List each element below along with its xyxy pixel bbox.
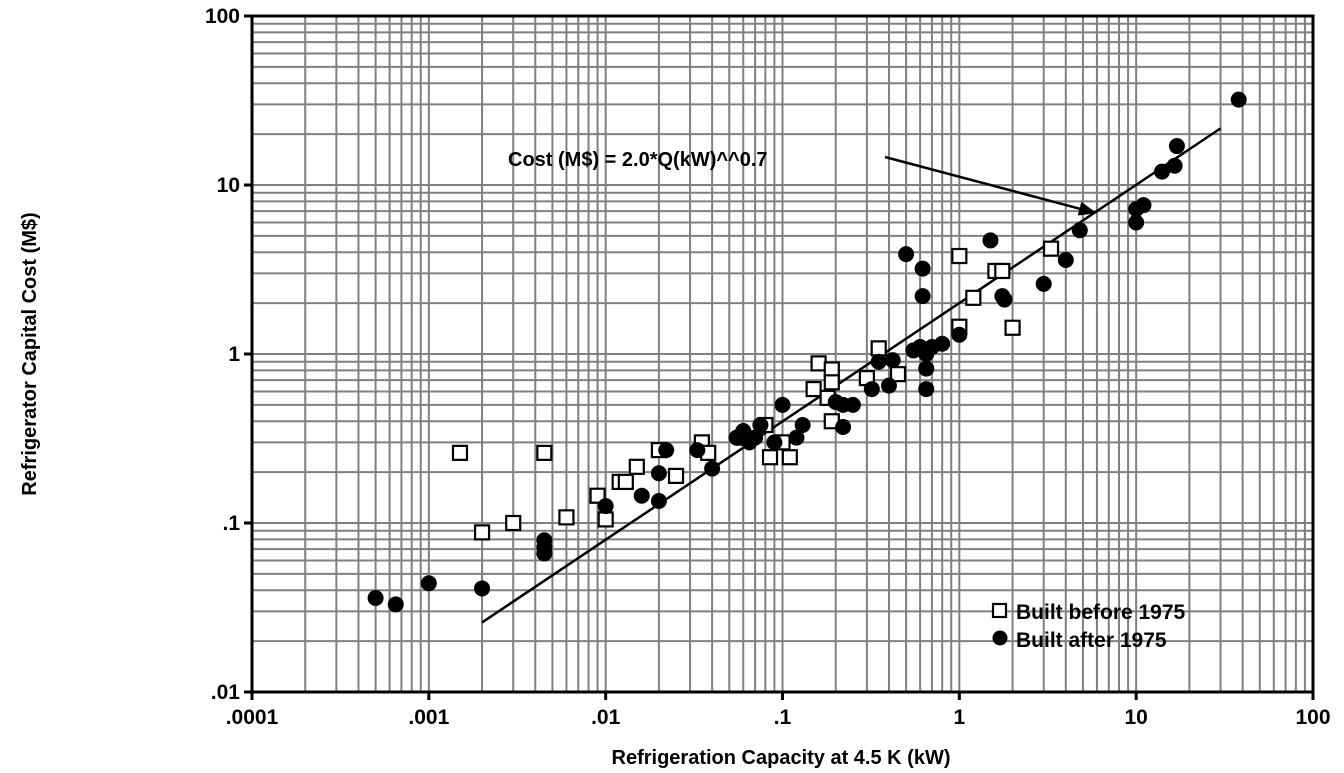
- data-point-after-1975: [1071, 222, 1088, 239]
- y-tick-label: .01: [211, 681, 241, 704]
- data-point-before-1975: [536, 444, 553, 461]
- data-point-after-1975: [774, 396, 791, 413]
- data-point-after-1975: [934, 335, 951, 352]
- x-tick-label: .0001: [226, 706, 279, 729]
- data-point-after-1975: [880, 377, 897, 394]
- data-point-before-1975: [505, 514, 522, 532]
- legend-label-before-1975: Built before 1975: [1016, 601, 1186, 624]
- arrow-head-icon: [1077, 201, 1097, 216]
- data-point-after-1975: [367, 589, 384, 606]
- data-point-after-1975: [1035, 275, 1052, 292]
- data-point-after-1975: [1230, 91, 1247, 108]
- data-point-after-1975: [982, 232, 999, 249]
- x-tick-label: .1: [774, 706, 792, 729]
- data-point-after-1975: [1168, 138, 1185, 155]
- data-point-before-1975: [889, 366, 907, 383]
- legend-square-marker: [991, 602, 1008, 619]
- fit-line-segment: [481, 127, 1222, 624]
- data-point-after-1975: [898, 246, 915, 263]
- grid: [252, 16, 1313, 692]
- data-point-after-1975: [1154, 163, 1171, 180]
- data-point-before-1975: [805, 380, 822, 398]
- x-tick-label: 100: [1295, 706, 1330, 729]
- data-point-before-1975: [589, 487, 606, 504]
- data-point-after-1975: [752, 417, 769, 434]
- data-point-after-1975: [1057, 251, 1074, 268]
- data-point-after-1975: [387, 596, 404, 613]
- data-point-after-1975: [863, 381, 880, 398]
- data-point-before-1975: [781, 449, 798, 466]
- data-point-after-1975: [794, 417, 811, 434]
- data-point-before-1975: [761, 449, 779, 466]
- data-point-after-1975: [766, 434, 783, 451]
- data-point-after-1975: [689, 442, 706, 459]
- data-point-before-1975: [965, 289, 982, 306]
- data-point-before-1975: [1004, 319, 1021, 336]
- data-point-before-1975: [810, 355, 827, 372]
- data-point-before-1975: [558, 509, 575, 526]
- y-tick-label: 100: [205, 5, 240, 28]
- data-point-after-1975: [914, 260, 931, 277]
- data-point-after-1975: [918, 360, 935, 377]
- data-point-after-1975: [420, 575, 437, 592]
- data-point-before-1975: [617, 473, 634, 491]
- data-point-after-1975: [951, 326, 968, 343]
- annotation: Cost (M$) = 2.0*Q(kW)^^0.7: [508, 149, 1097, 216]
- data-point-after-1975: [844, 396, 861, 413]
- data-point-before-1975: [628, 458, 645, 475]
- data-point-before-1975: [823, 374, 840, 391]
- data-point-after-1975: [1128, 214, 1145, 231]
- data-point-after-1975: [870, 353, 887, 370]
- y-tick-label: .1: [222, 512, 240, 535]
- fit-line: [481, 127, 1222, 624]
- data-point-after-1975: [788, 429, 805, 446]
- legend: Built before 1975 Built after 1975: [991, 601, 1186, 652]
- x-axis-title: Refrigeration Capacity at 4.5 K (kW): [612, 747, 951, 769]
- data-point-before-1975: [870, 340, 887, 357]
- data-point-after-1975: [1166, 157, 1183, 174]
- y-tick-label: 1: [228, 343, 240, 366]
- data-point-after-1975: [474, 580, 491, 597]
- x-tick-label: .001: [408, 706, 449, 729]
- data-point-before-1975: [951, 247, 968, 265]
- data-point-after-1975: [658, 442, 675, 459]
- data-point-before-1975: [451, 444, 469, 461]
- y-axis-title: Refrigerator Capital Cost (M$): [19, 212, 41, 495]
- data-points: [367, 91, 1247, 613]
- data-point-before-1975: [667, 467, 685, 484]
- data-point-after-1975: [633, 487, 650, 504]
- data-point-after-1975: [747, 429, 764, 446]
- axis-ticks: .0001 .001 .01 .1 1 10 100 .01 .1 1 10 100: [205, 5, 1331, 729]
- data-point-before-1975: [597, 511, 614, 528]
- x-tick-label: 1: [953, 706, 965, 729]
- data-point-before-1975: [994, 262, 1011, 280]
- data-point-after-1975: [835, 418, 852, 435]
- data-point-after-1975: [914, 288, 931, 305]
- data-point-after-1975: [704, 460, 721, 477]
- data-point-after-1975: [597, 498, 614, 515]
- data-point-before-1975: [473, 524, 491, 541]
- legend-label-after-1975: Built after 1975: [1016, 629, 1167, 652]
- data-point-after-1975: [996, 291, 1013, 308]
- data-point-after-1975: [884, 352, 901, 369]
- x-tick-label: 10: [1124, 706, 1147, 729]
- data-point-after-1975: [918, 381, 935, 398]
- fit-equation-label: Cost (M$) = 2.0*Q(kW)^^0.7: [508, 149, 768, 171]
- data-point-after-1975: [650, 465, 667, 482]
- data-point-after-1975: [1135, 197, 1152, 214]
- legend-circle-marker: [992, 630, 1008, 646]
- data-point-before-1975: [1042, 240, 1060, 257]
- y-tick-label: 10: [217, 174, 240, 197]
- fit-equation-arrow: [884, 155, 1080, 210]
- x-tick-label: .01: [591, 706, 621, 729]
- data-point-after-1975: [650, 492, 667, 509]
- data-point-after-1975: [536, 545, 553, 562]
